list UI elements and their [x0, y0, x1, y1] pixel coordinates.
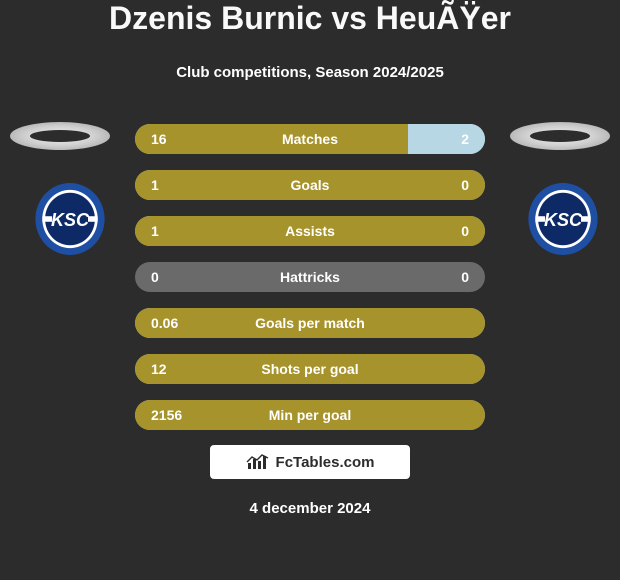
- club-crest-icon: KSC: [528, 183, 598, 255]
- stat-label: Goals: [135, 170, 485, 200]
- svg-text:KSC: KSC: [51, 210, 90, 230]
- club-crest-icon: KSC: [35, 183, 105, 255]
- stat-row: 10Goals: [135, 170, 485, 200]
- spotlight-right: [510, 122, 610, 150]
- stat-label: Goals per match: [135, 308, 485, 338]
- page-subtitle: Club competitions, Season 2024/2025: [0, 64, 620, 81]
- stat-row: 162Matches: [135, 124, 485, 154]
- spotlight-right-inner: [530, 130, 590, 142]
- stat-label: Hattricks: [135, 262, 485, 292]
- stat-row: 12Shots per goal: [135, 354, 485, 384]
- stat-row: 0.06Goals per match: [135, 308, 485, 338]
- stat-label: Min per goal: [135, 400, 485, 430]
- club-badge-right: KSC: [528, 183, 598, 255]
- watermark-badge: FcTables.com: [210, 445, 410, 479]
- stat-row: 2156Min per goal: [135, 400, 485, 430]
- club-badge-left: KSC: [35, 183, 105, 255]
- stat-row: 00Hattricks: [135, 262, 485, 292]
- stat-label: Matches: [135, 124, 485, 154]
- stat-label: Shots per goal: [135, 354, 485, 384]
- watermark-text: FcTables.com: [276, 454, 375, 471]
- svg-text:KSC: KSC: [544, 210, 583, 230]
- page-title: Dzenis Burnic vs HeuÃŸer: [0, 0, 620, 37]
- chart-icon: [246, 453, 270, 471]
- stat-label: Assists: [135, 216, 485, 246]
- stat-rows: 162Matches 10Goals 10Assists 00Hattricks 0.0…: [135, 124, 485, 446]
- infographic-canvas: Dzenis Burnic vs HeuÃŸer Club competitio…: [0, 0, 620, 580]
- spotlight-left: [10, 122, 110, 150]
- footer-date: 4 december 2024: [0, 500, 620, 517]
- spotlight-left-inner: [30, 130, 90, 142]
- stat-row: 10Assists: [135, 216, 485, 246]
